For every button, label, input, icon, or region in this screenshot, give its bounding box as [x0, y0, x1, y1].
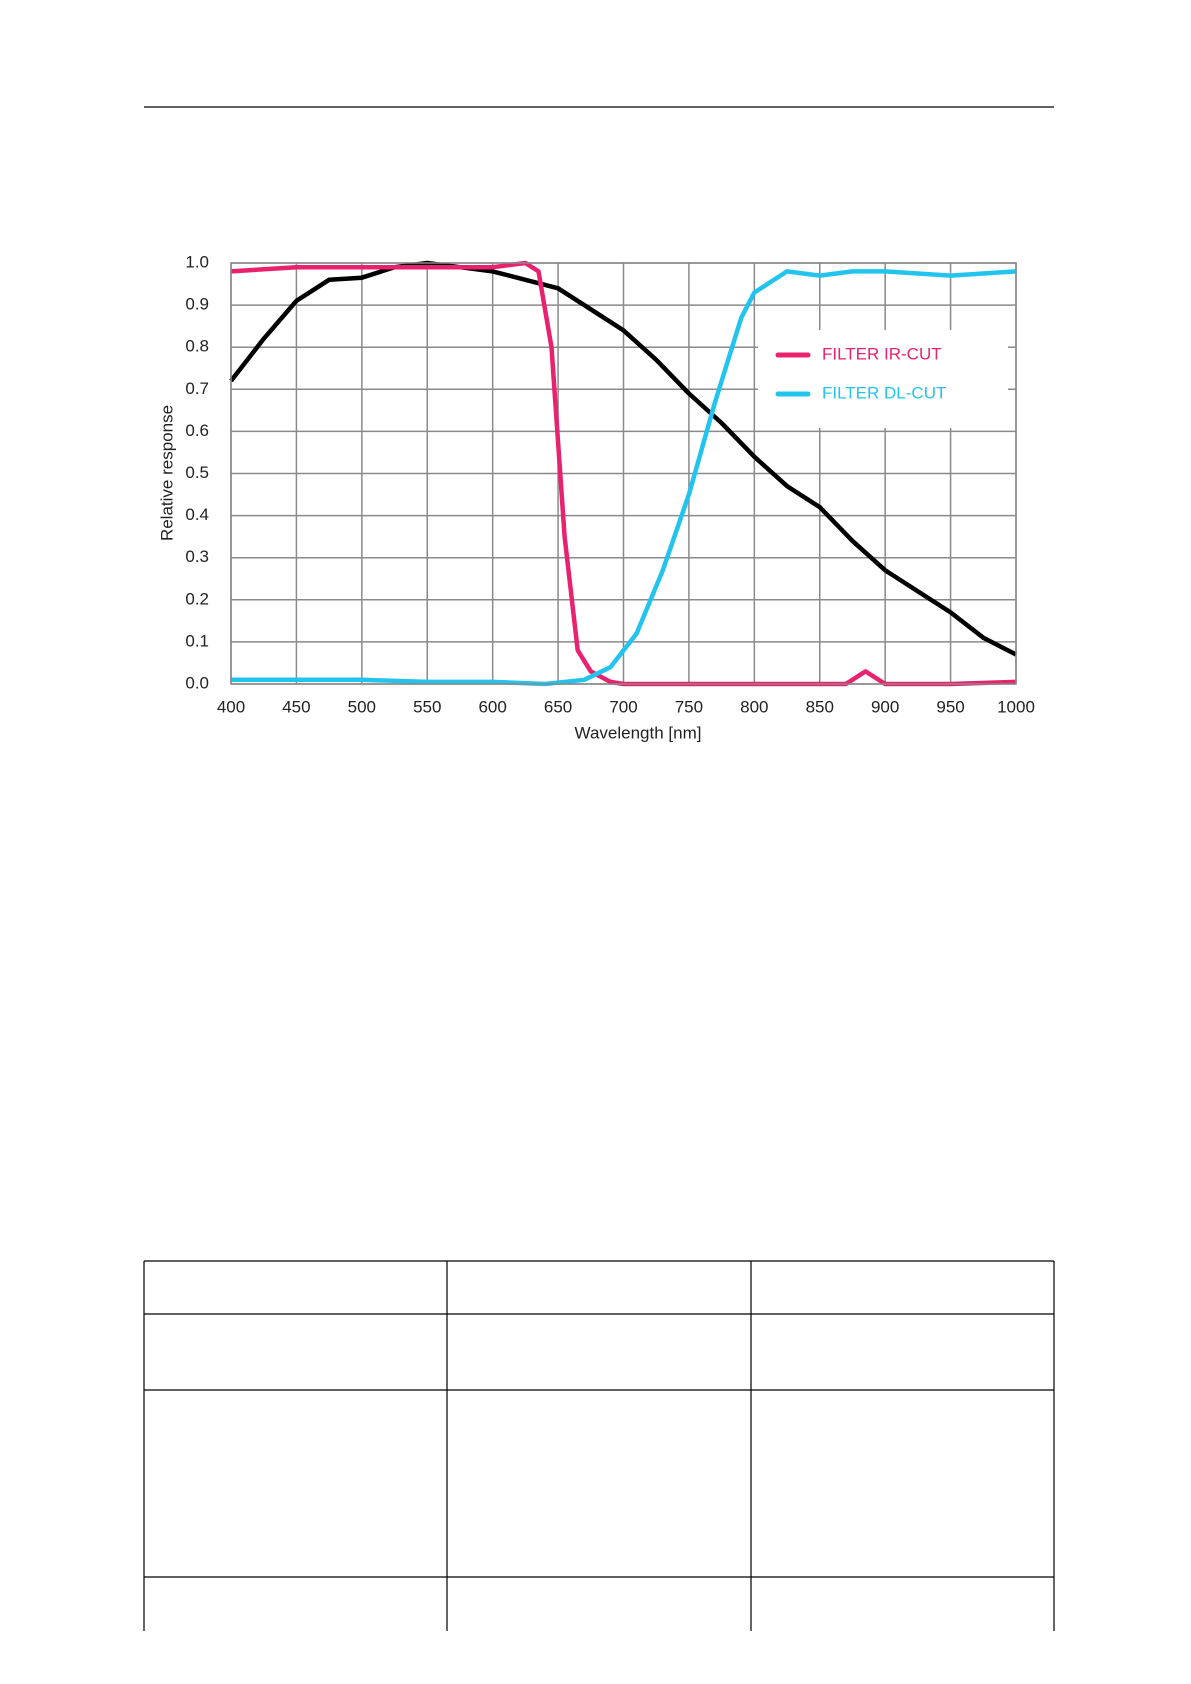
legend-box: [758, 330, 1008, 428]
legend-label: FILTER DL-CUT: [822, 383, 946, 402]
y-tick-label: 0.3: [185, 547, 209, 566]
x-tick-label: 600: [478, 697, 506, 716]
y-tick-label: 0.7: [185, 379, 209, 398]
x-tick-label: 650: [544, 697, 572, 716]
x-tick-label: 950: [936, 697, 964, 716]
series-line: [230, 260, 1017, 687]
table: [143, 1260, 1055, 1631]
y-tick-label: 0.9: [185, 295, 209, 314]
x-tick-label: 800: [740, 697, 768, 716]
x-tick-label: 750: [675, 697, 703, 716]
series-line: [231, 269, 1017, 687]
x-tick-label: 450: [282, 697, 310, 716]
y-tick-label: 0.6: [185, 421, 209, 440]
series-line: [229, 260, 1018, 657]
x-tick-label: 550: [413, 697, 441, 716]
x-axis-label: Wavelength [nm]: [575, 723, 702, 742]
y-tick-label: 0.2: [185, 589, 209, 608]
y-tick-label: 0.4: [185, 505, 209, 524]
y-tick-label: 0.0: [185, 673, 209, 692]
x-tick-label: 700: [609, 697, 637, 716]
plot-border: [230, 262, 1017, 685]
x-tick-label: 850: [806, 697, 834, 716]
x-tick-label: 1000: [997, 697, 1035, 716]
legend-label: FILTER IR-CUT: [822, 344, 942, 363]
x-tick-label: 900: [871, 697, 899, 716]
y-tick-label: 0.8: [185, 337, 209, 356]
y-axis-label: Relative response: [157, 405, 176, 541]
y-tick-label: 1.0: [185, 252, 209, 271]
y-tick-label: 0.1: [185, 631, 209, 650]
x-tick-label: 400: [217, 697, 245, 716]
y-tick-label: 0.5: [185, 463, 209, 482]
x-tick-label: 500: [348, 697, 376, 716]
